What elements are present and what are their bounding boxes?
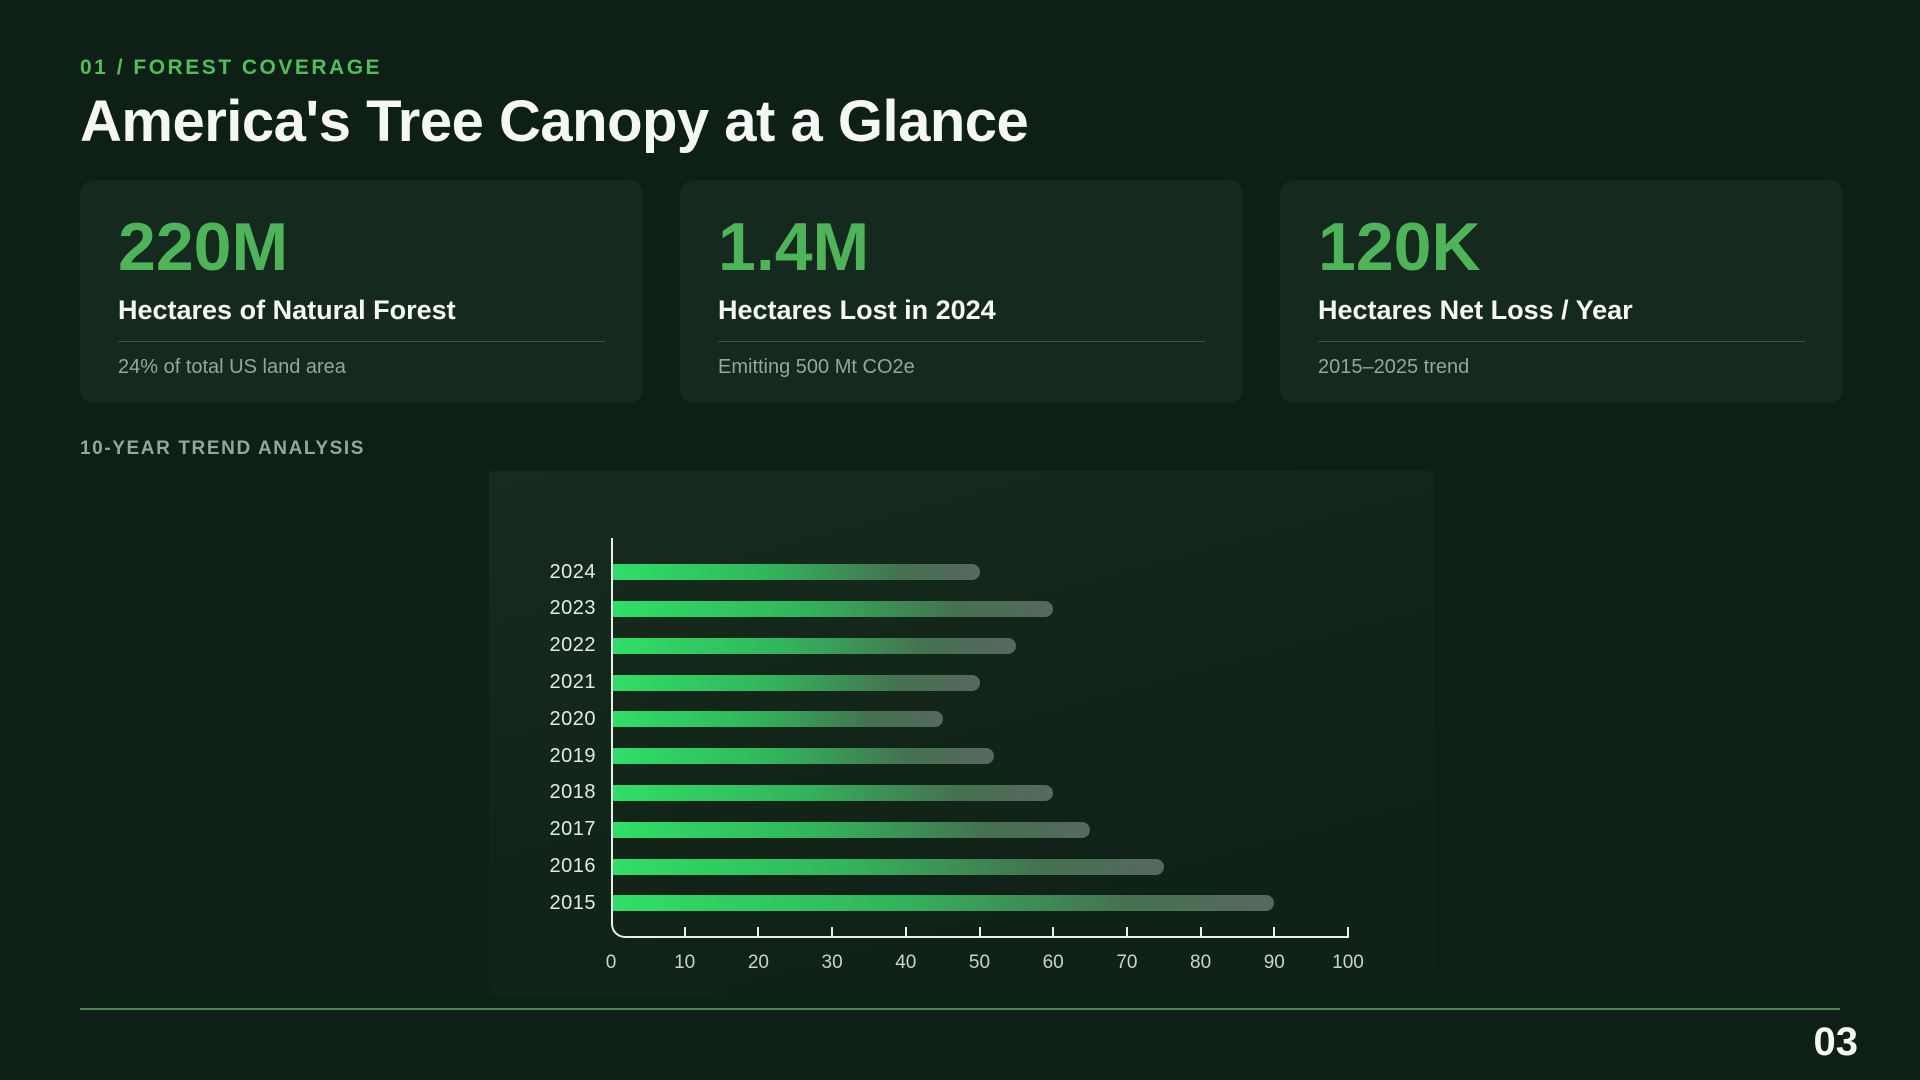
stat-card-natural-forest: 220M Hectares of Natural Forest 24% of t… [80, 180, 643, 403]
x-tick-label: 30 [821, 952, 843, 973]
stat-card-hectares-lost: 1.4M Hectares Lost in 2024 Emitting 500 … [680, 180, 1243, 403]
bar-2022 [611, 637, 1017, 654]
bar-row-2017: 2017 [514, 811, 1348, 848]
stat-divider [118, 341, 605, 343]
x-tick-label: 100 [1332, 952, 1364, 973]
chart-section-label: 10-YEAR TREND ANALYSIS [80, 438, 366, 459]
bar-row-2018: 2018 [514, 774, 1348, 811]
bar-rows: 2024 2023 2022 2021 2020 2019 2018 2017 2016 2015 [489, 538, 1434, 938]
bar-2015 [611, 895, 1275, 912]
bar-row-2020: 2020 [514, 701, 1348, 738]
bar-2023 [611, 600, 1054, 617]
year-label: 2024 [549, 560, 596, 583]
year-label: 2020 [549, 707, 596, 730]
footer-divider [80, 1008, 1840, 1010]
section-eyebrow: 01 / FOREST COVERAGE [80, 56, 383, 79]
bar-track [611, 600, 1348, 617]
stat-value: 1.4M [718, 209, 870, 285]
bar-2019 [611, 748, 995, 765]
year-label: 2021 [549, 671, 596, 693]
page-title: America's Tree Canopy at a Glance [80, 89, 1029, 154]
bar-2024 [611, 564, 980, 581]
bar-track [611, 895, 1348, 912]
bar-row-2022: 2022 [514, 627, 1348, 664]
x-tick-label: 80 [1190, 952, 1212, 973]
bar-track [611, 637, 1348, 654]
year-label: 2019 [549, 744, 596, 767]
x-tick-label: 50 [968, 952, 991, 973]
bar-track [611, 821, 1348, 838]
bar-track [611, 748, 1348, 765]
year-label: 2018 [549, 781, 596, 804]
chart-axis [611, 538, 1348, 938]
bar-row-2021: 2021 [514, 664, 1348, 701]
bar-track [611, 784, 1348, 801]
bar-row-2023: 2023 [514, 590, 1348, 627]
stat-description: Emitting 500 Mt CO2e [718, 356, 915, 379]
stat-description: 2015–2025 trend [1318, 356, 1470, 379]
year-label: 2017 [549, 818, 596, 841]
bar-row-2016: 2016 [514, 848, 1348, 885]
stat-label: Hectares Lost in 2024 [718, 295, 996, 326]
year-label: 2015 [549, 891, 596, 914]
stat-description: 24% of total US land area [118, 356, 346, 379]
x-tick-labels: 0 10 20 30 40 50 60 70 80 90 100 [606, 952, 1364, 976]
trend-bar-chart: 2024 2023 2022 2021 2020 2019 2018 2017 2016 2015… [489, 471, 1434, 998]
stat-value: 120K [1318, 209, 1481, 285]
bar-row-2024: 2024 [514, 554, 1348, 591]
x-tick-label: 60 [1042, 952, 1064, 973]
bar-2018 [611, 784, 1054, 801]
stat-card-net-loss: 120K Hectares Net Loss / Year 2015–2025 … [1280, 180, 1843, 403]
year-label: 2016 [549, 855, 596, 877]
stat-label: Hectares of Natural Forest [118, 295, 456, 326]
bar-2020 [611, 711, 943, 728]
bar-2021 [611, 674, 980, 691]
stat-divider [718, 341, 1205, 343]
stat-divider [1318, 341, 1805, 343]
bar-track [611, 711, 1348, 728]
x-tick-label: 70 [1116, 952, 1138, 973]
stat-cards: 220M Hectares of Natural Forest 24% of t… [80, 180, 1843, 403]
stat-label: Hectares Net Loss / Year [1318, 295, 1633, 326]
bar-row-2015: 2015 [514, 885, 1348, 922]
x-tick-label: 0 [605, 952, 617, 973]
year-label: 2022 [549, 634, 596, 657]
x-tick-label: 10 [674, 952, 696, 973]
bar-track [611, 674, 1348, 691]
x-tick-label: 40 [895, 952, 917, 973]
page-number: 03 [1813, 1020, 1859, 1064]
x-tick-label: 90 [1263, 952, 1285, 973]
bar-2017 [611, 821, 1091, 838]
year-label: 2023 [549, 597, 596, 620]
bar-track [611, 858, 1348, 875]
x-tick-label: 20 [747, 952, 769, 973]
bar-2016 [611, 858, 1164, 875]
bar-track [611, 564, 1348, 581]
stat-value: 220M [118, 209, 289, 285]
bar-row-2019: 2019 [514, 738, 1348, 775]
